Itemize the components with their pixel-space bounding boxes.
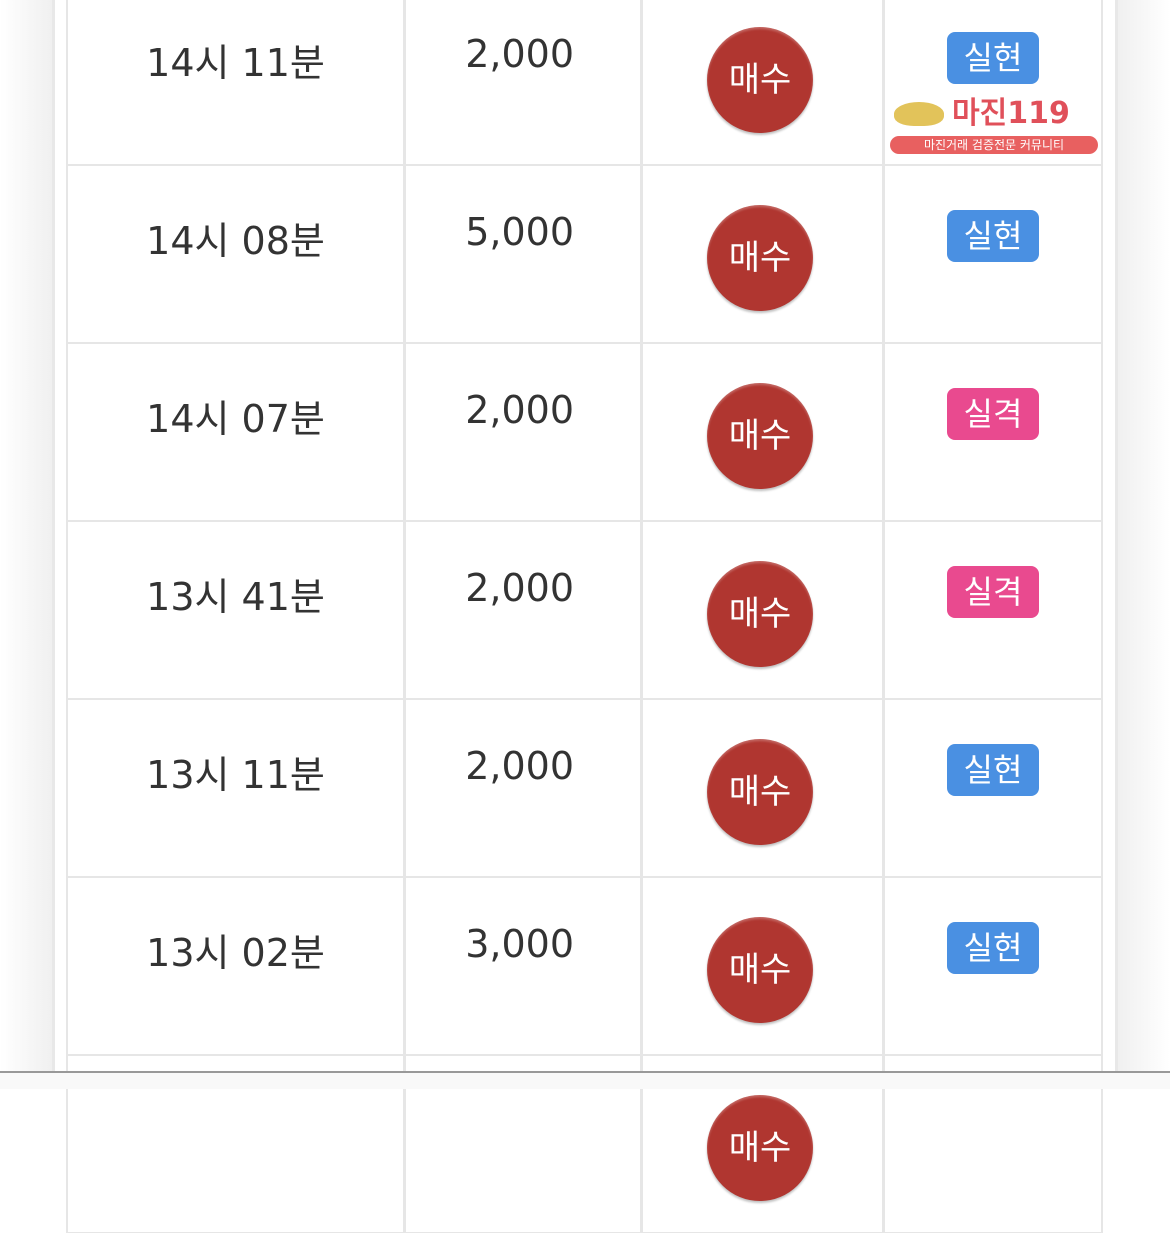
action-cell: 매수 — [643, 0, 885, 164]
time-cell: 14시 07분 — [68, 344, 406, 520]
trade-amount: 2,000 — [465, 744, 574, 788]
watermark-logo: 마진119 마진거래 검증전문 커뮤니티 — [890, 96, 1098, 156]
bottom-bar — [0, 1071, 1170, 1089]
trade-time: 13시 41분 — [146, 575, 325, 619]
table-row: 13시 02분 3,000 매수 실현 — [66, 876, 1103, 1055]
left-gutter — [0, 0, 52, 1071]
trade-amount: 3,000 — [465, 922, 574, 966]
amount-cell: 2,000 — [406, 344, 643, 520]
result-badge: 실현 — [947, 32, 1039, 84]
result-cell: 실현 — [885, 166, 1101, 342]
amount-cell: 3,000 — [406, 878, 643, 1054]
trade-time: 13시 02분 — [146, 931, 325, 975]
buy-button[interactable]: 매수 — [707, 27, 813, 133]
amount-cell: 5,000 — [406, 166, 643, 342]
table-row: 14시 08분 5,000 매수 실현 — [66, 164, 1103, 343]
buy-button[interactable]: 매수 — [707, 561, 813, 667]
action-cell: 매수 — [643, 522, 885, 698]
table-row: 13시 11분 2,000 매수 실현 — [66, 698, 1103, 877]
trade-amount: 2,000 — [465, 32, 574, 76]
buy-button[interactable]: 매수 — [707, 383, 813, 489]
trade-time: 14시 07분 — [146, 397, 325, 441]
amount-cell: 2,000 — [406, 522, 643, 698]
result-badge: 실현 — [947, 744, 1039, 796]
result-badge: 실현 — [947, 922, 1039, 974]
action-cell: 매수 — [643, 344, 885, 520]
trade-amount: 2,000 — [465, 566, 574, 610]
result-cell: 실현 — [885, 700, 1101, 876]
trade-table: 14시 11분 2,000 매수 실현 14시 08분 5,000 매수 실현 … — [66, 0, 1103, 1233]
time-cell: 14시 08분 — [68, 166, 406, 342]
buy-button[interactable]: 매수 — [707, 1095, 813, 1201]
result-cell: 실격 — [885, 522, 1101, 698]
eagle-emblem-icon — [894, 102, 944, 126]
table-row: 14시 07분 2,000 매수 실격 — [66, 342, 1103, 521]
result-badge: 실현 — [947, 210, 1039, 262]
result-badge: 실격 — [947, 566, 1039, 618]
time-cell: 13시 02분 — [68, 878, 406, 1054]
buy-button[interactable]: 매수 — [707, 917, 813, 1023]
time-cell: 13시 11분 — [68, 700, 406, 876]
watermark-subtitle: 마진거래 검증전문 커뮤니티 — [890, 136, 1098, 154]
action-cell: 매수 — [643, 166, 885, 342]
result-cell: 실현 — [885, 878, 1101, 1054]
action-cell: 매수 — [643, 700, 885, 876]
result-cell: 실격 — [885, 344, 1101, 520]
result-badge: 실격 — [947, 388, 1039, 440]
right-gutter — [1118, 0, 1170, 1071]
trade-amount: 5,000 — [465, 210, 574, 254]
result-cell: 실현 — [885, 0, 1101, 164]
trade-time: 13시 11분 — [146, 753, 325, 797]
trade-amount: 2,000 — [465, 388, 574, 432]
action-cell: 매수 — [643, 878, 885, 1054]
trade-time: 14시 11분 — [146, 41, 325, 85]
amount-cell: 2,000 — [406, 0, 643, 164]
time-cell: 14시 11분 — [68, 0, 406, 164]
buy-button[interactable]: 매수 — [707, 205, 813, 311]
watermark-title: 마진119 — [952, 96, 1070, 131]
time-cell: 13시 41분 — [68, 522, 406, 698]
table-row: 13시 41분 2,000 매수 실격 — [66, 520, 1103, 699]
trade-time: 14시 08분 — [146, 219, 325, 263]
amount-cell: 2,000 — [406, 700, 643, 876]
buy-button[interactable]: 매수 — [707, 739, 813, 845]
